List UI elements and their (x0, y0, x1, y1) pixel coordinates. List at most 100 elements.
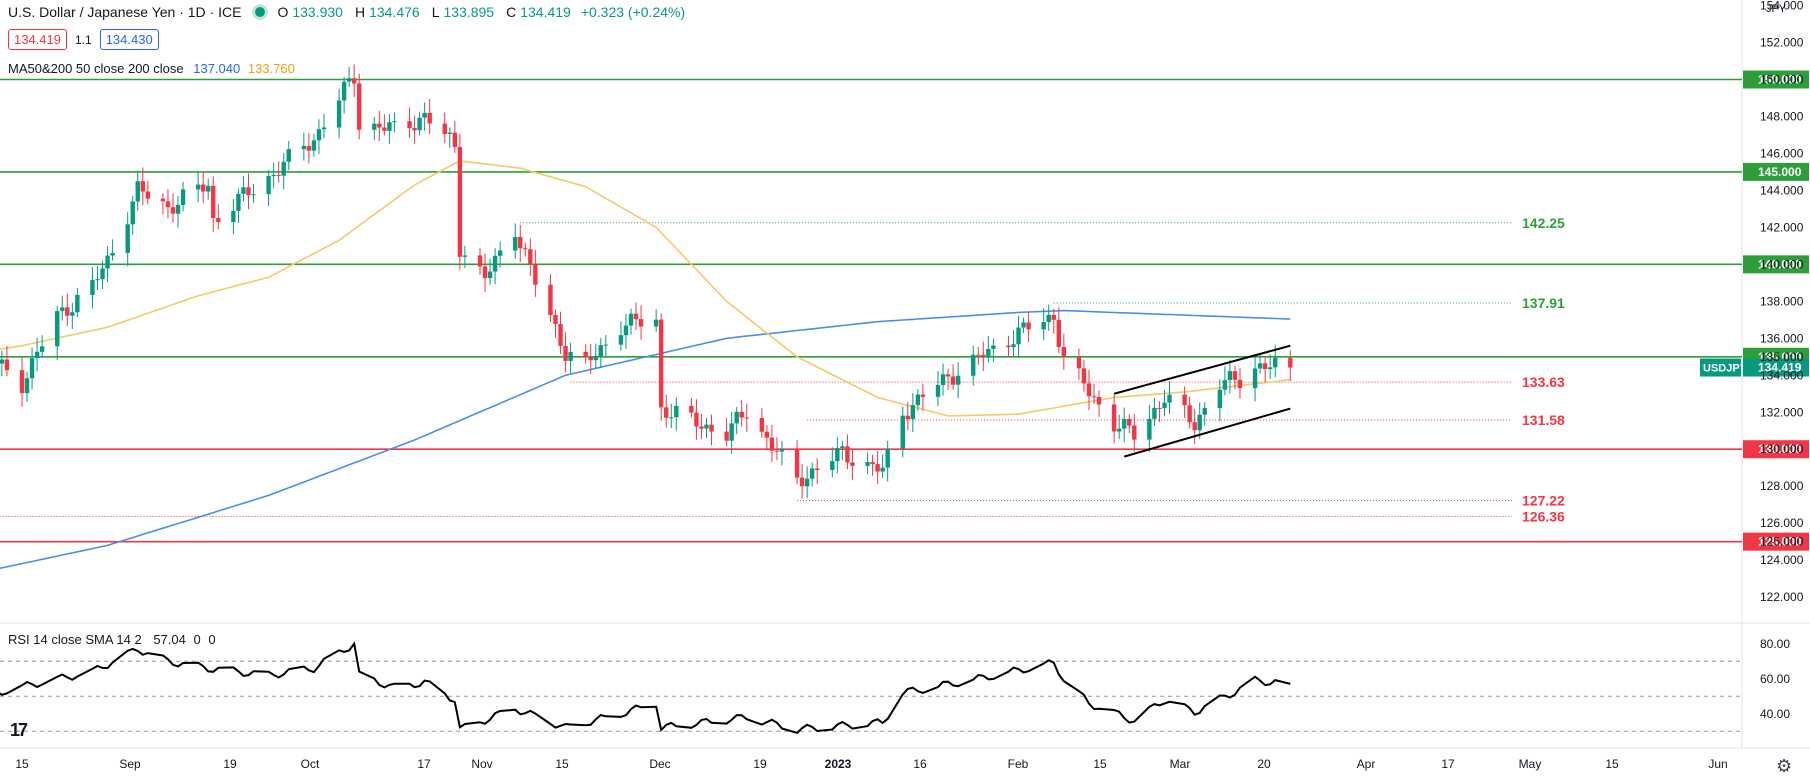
candle-body (704, 424, 709, 429)
candle-body (976, 354, 981, 356)
candle-body (65, 307, 70, 316)
candle-body (70, 312, 75, 316)
candle-body (623, 325, 629, 336)
candle-body (170, 207, 176, 214)
candle-body (669, 417, 674, 419)
time-tick-label: Oct (301, 757, 320, 771)
candle-body (1122, 418, 1127, 429)
close-label: C (506, 4, 517, 20)
price-tick-label: 150.000 (1760, 72, 1804, 86)
candle-body (1076, 357, 1082, 369)
candle-body (24, 378, 30, 394)
candle-body (1006, 345, 1011, 348)
price-tick-label: 126.000 (1760, 516, 1804, 530)
candle-body (518, 236, 523, 249)
candle-body (658, 319, 664, 408)
candle-body (633, 313, 639, 320)
candle-body (799, 477, 805, 487)
candle-body (1222, 380, 1228, 390)
candle-body (316, 129, 322, 141)
candle-body (281, 161, 286, 176)
candle-body (1011, 344, 1016, 348)
candle-body (29, 358, 35, 379)
candle-body (487, 271, 493, 279)
price-tick-label: 138.000 (1760, 294, 1804, 308)
candle-body (382, 127, 387, 131)
candle-body (206, 185, 211, 192)
time-tick-label: Mar (1170, 757, 1191, 771)
candle-body (200, 184, 206, 192)
currency-label: JPY (1766, 3, 1787, 15)
candle-body (251, 194, 256, 196)
open-label: O (277, 4, 289, 20)
time-tick-label: 15 (15, 757, 29, 771)
candle-body (774, 450, 780, 452)
time-tick-label: Apr (1357, 757, 1376, 771)
candle-body (39, 346, 45, 352)
candle-body (4, 359, 10, 371)
candle-body (271, 174, 276, 177)
candle-body (653, 319, 659, 327)
candle-body (1162, 402, 1167, 409)
candle-body (427, 112, 432, 124)
candle-body (216, 217, 221, 223)
time-tick-label: Dec (649, 757, 670, 771)
candle-body (1217, 389, 1223, 409)
candle-body (528, 249, 533, 264)
trade-buttons: 134.419 1.1 134.430 (8, 29, 159, 50)
candle-body (955, 375, 961, 385)
ma-legend[interactable]: MA50&200 50 close 200 close 137.040 133.… (8, 61, 295, 76)
candle-body (618, 335, 624, 345)
last-price-tag (1743, 358, 1809, 377)
candle-body (845, 446, 850, 463)
candle-body (90, 280, 95, 296)
time-tick-label: 17 (1441, 757, 1455, 771)
symbol-tag-label: USDJPY (1703, 363, 1748, 375)
time-tick-label: 2023 (825, 757, 852, 771)
market-status-icon (255, 7, 266, 17)
candle-body (422, 112, 427, 118)
candle-body (865, 462, 870, 466)
candle-body (1127, 418, 1132, 426)
candle-body (1041, 321, 1046, 330)
candle-body (34, 351, 40, 359)
price-tick-label: 148.000 (1760, 109, 1804, 123)
candle-body (387, 122, 392, 131)
candle-body (442, 123, 447, 135)
buy-button[interactable]: 134.430 (99, 29, 159, 50)
candle-body (1056, 319, 1061, 347)
candle-body (75, 295, 80, 313)
candle-body (492, 255, 498, 272)
symbol-title[interactable]: U.S. Dollar / Japanese Yen · 1D · ICE (8, 4, 242, 20)
candle-body (694, 412, 699, 427)
time-tick-label: 19 (223, 757, 237, 771)
rsi-legend-label: RSI 14 close SMA 14 2 (8, 632, 142, 647)
candle-body (880, 467, 885, 472)
candle-body (598, 345, 603, 357)
candle-body (306, 145, 312, 151)
candle-body (875, 464, 880, 472)
candle-body (885, 448, 890, 468)
level-tag (1743, 255, 1809, 274)
candle-body (915, 394, 921, 406)
candle-body (1273, 357, 1278, 368)
level-tag (1743, 532, 1809, 551)
candle-body (804, 478, 810, 487)
time-tick-label: Feb (1008, 757, 1029, 771)
candle-body (568, 351, 573, 361)
time-tick-label: 15 (1605, 757, 1619, 771)
candle-body (321, 127, 327, 130)
time-tick-label: May (1519, 757, 1542, 771)
price-tick-label: 124.000 (1760, 553, 1804, 567)
rsi-legend[interactable]: RSI 14 close SMA 14 2 57.04 0 0 (8, 632, 216, 647)
candle-body (1197, 414, 1202, 431)
candle-body (769, 437, 775, 451)
candle-body (1157, 407, 1162, 409)
gear-icon[interactable]: ⚙ (1776, 756, 1793, 776)
candle-body (407, 121, 412, 129)
candle-body (276, 174, 281, 176)
candle-body (1081, 368, 1087, 384)
sell-button[interactable]: 134.419 (8, 29, 67, 50)
